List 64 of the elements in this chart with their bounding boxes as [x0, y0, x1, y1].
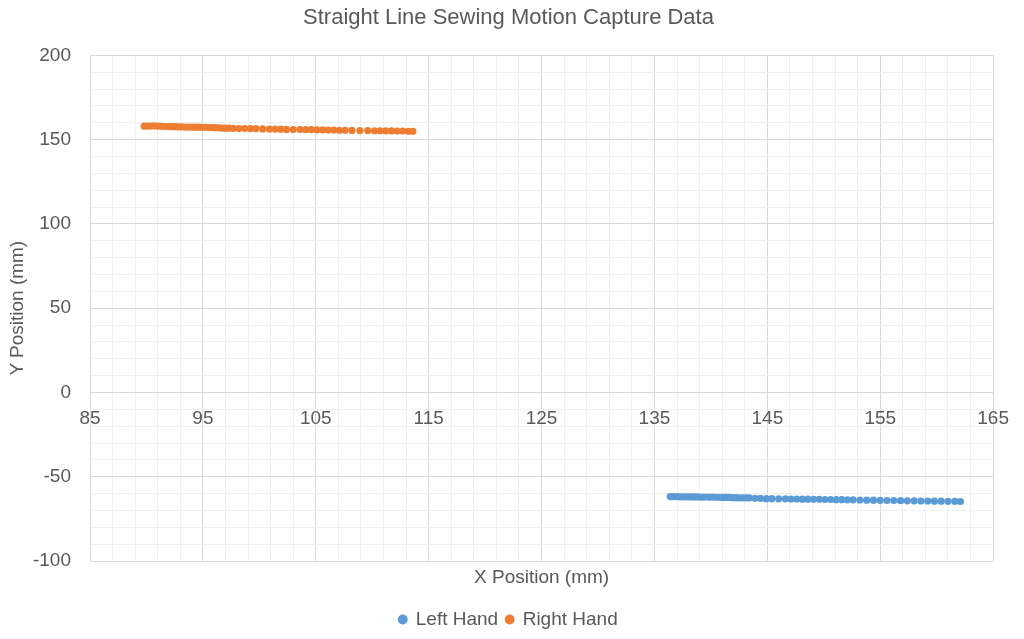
x-tick-label: 105 [299, 407, 332, 429]
point [810, 495, 818, 503]
point [409, 127, 417, 135]
point [826, 495, 835, 504]
point [756, 494, 765, 503]
point [917, 497, 925, 505]
point [302, 126, 310, 134]
point [910, 497, 918, 505]
point [307, 126, 315, 134]
point [956, 497, 965, 506]
point [843, 496, 852, 504]
point [890, 496, 898, 505]
point [356, 126, 364, 135]
y-tick-label: 50 [49, 296, 71, 318]
point [768, 495, 776, 503]
point [282, 125, 291, 133]
x-tick-label: 95 [192, 407, 214, 429]
point [341, 126, 349, 134]
point [387, 127, 396, 135]
chart-title: Straight Line Sewing Motion Capture Data [303, 4, 715, 30]
x-tick-label: 135 [638, 407, 671, 429]
legend-label: Left Hand [415, 607, 499, 629]
point [863, 496, 871, 504]
point [370, 127, 379, 135]
y-tick-label: -50 [43, 464, 71, 486]
point [930, 497, 939, 505]
point [252, 125, 260, 133]
x-tick-label: 155 [864, 407, 897, 429]
x-tick-label: 115 [413, 407, 444, 429]
point [856, 496, 864, 504]
point [876, 496, 884, 504]
y-tick-label: 150 [39, 127, 71, 149]
point [775, 495, 783, 503]
point [318, 126, 327, 134]
y-tick-label: 0 [60, 380, 71, 402]
point [241, 124, 249, 133]
point [364, 126, 372, 135]
x-tick-label: 125 [525, 407, 558, 429]
x-tick-label: 165 [977, 407, 1009, 429]
x-axis-title: X Position (mm) [474, 565, 610, 587]
y-tick-label: 100 [39, 212, 71, 234]
x-tick-label: 85 [79, 407, 101, 429]
point [944, 497, 952, 505]
point [246, 125, 254, 133]
point [229, 124, 237, 132]
y-tick-label: -100 [32, 549, 71, 571]
point [883, 496, 891, 505]
y-axis-title: Y Position (mm) [5, 240, 27, 376]
point [259, 125, 267, 133]
point [335, 126, 344, 134]
point [924, 497, 932, 505]
point [781, 495, 790, 503]
legend-label: Right Hand [522, 607, 618, 629]
point [937, 497, 945, 505]
point [289, 125, 297, 134]
point [903, 497, 911, 505]
point [869, 496, 878, 504]
point [348, 126, 356, 134]
point [849, 496, 857, 504]
point [399, 127, 407, 135]
x-tick-label: 145 [751, 407, 784, 429]
point [896, 497, 905, 505]
point [793, 495, 801, 503]
y-tick-label: 200 [39, 43, 71, 65]
